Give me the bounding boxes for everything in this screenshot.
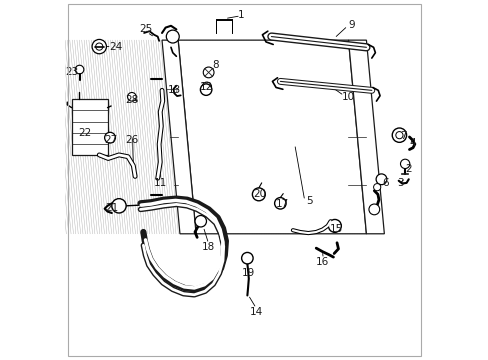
Text: 7: 7	[399, 131, 406, 141]
Text: 25: 25	[139, 24, 152, 34]
Circle shape	[166, 30, 179, 43]
Circle shape	[75, 65, 83, 74]
Text: 4: 4	[408, 139, 415, 148]
Polygon shape	[348, 40, 384, 234]
Text: 2: 2	[405, 163, 411, 174]
Circle shape	[252, 188, 265, 201]
Text: 8: 8	[212, 59, 219, 69]
Circle shape	[202, 82, 211, 91]
Text: 20: 20	[253, 189, 266, 199]
Circle shape	[328, 220, 341, 232]
Text: 15: 15	[328, 225, 342, 234]
Circle shape	[96, 43, 102, 50]
Circle shape	[400, 159, 409, 168]
Text: 17: 17	[275, 199, 288, 210]
Text: 6: 6	[381, 178, 388, 188]
Circle shape	[373, 184, 380, 191]
Text: 11: 11	[153, 178, 166, 188]
Text: 18: 18	[202, 242, 215, 252]
Text: 13: 13	[167, 85, 181, 95]
Circle shape	[241, 252, 253, 264]
Text: 1: 1	[237, 10, 244, 20]
Circle shape	[200, 84, 211, 95]
Text: 27: 27	[104, 135, 118, 145]
Text: 23: 23	[65, 67, 78, 77]
FancyBboxPatch shape	[72, 99, 107, 155]
Text: 12: 12	[200, 82, 213, 93]
Circle shape	[368, 204, 379, 215]
Text: 14: 14	[249, 307, 263, 317]
Polygon shape	[178, 40, 366, 234]
Circle shape	[395, 132, 402, 139]
Circle shape	[391, 128, 406, 142]
Text: 10: 10	[341, 92, 354, 102]
Text: 5: 5	[305, 196, 312, 206]
Text: 22: 22	[78, 128, 91, 138]
Text: 24: 24	[108, 42, 122, 51]
Text: 28: 28	[124, 95, 138, 105]
Circle shape	[104, 132, 115, 143]
Text: 9: 9	[348, 20, 355, 30]
Circle shape	[92, 40, 106, 54]
Circle shape	[274, 198, 285, 209]
Polygon shape	[162, 40, 196, 234]
Circle shape	[375, 174, 386, 185]
Text: 26: 26	[124, 135, 138, 145]
Text: 21: 21	[105, 203, 118, 213]
Circle shape	[112, 199, 126, 213]
Text: 3: 3	[396, 178, 403, 188]
Circle shape	[195, 216, 206, 227]
Text: 19: 19	[241, 267, 254, 278]
Circle shape	[127, 93, 136, 101]
Circle shape	[203, 67, 214, 78]
Text: 16: 16	[315, 257, 328, 267]
